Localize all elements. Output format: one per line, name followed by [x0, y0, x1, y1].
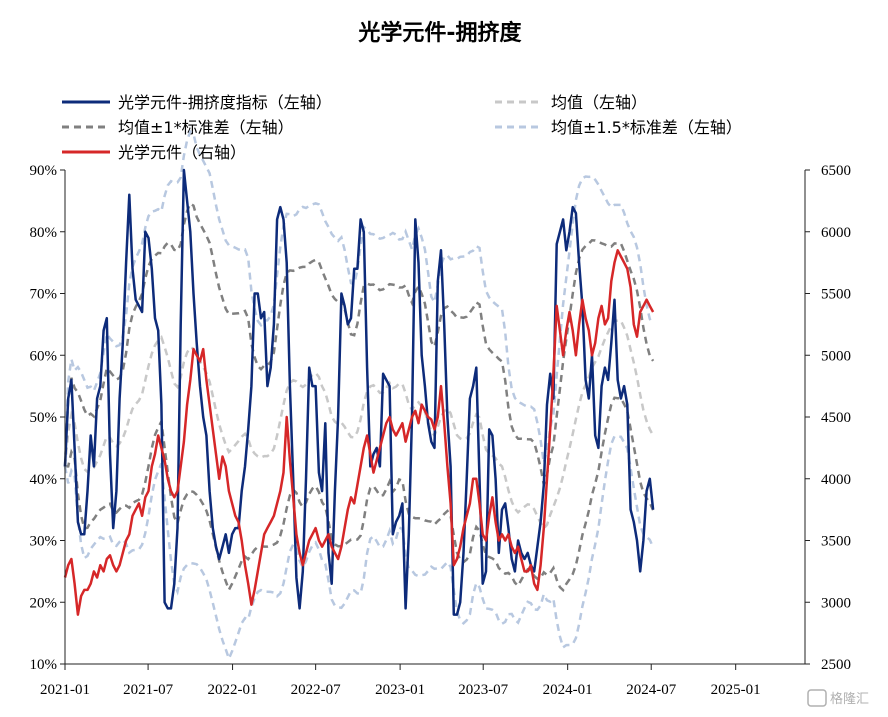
watermark-text: 格隆汇 — [830, 691, 869, 707]
y-right-tick-label: 4000 — [821, 472, 851, 488]
legend: 光学元件-拥挤度指标（左轴） 均值（左轴） 均值±1*标准差（左轴） 均值±1.5*标… — [62, 93, 742, 162]
y-right-tick-label: 4500 — [821, 410, 851, 426]
y-right-tick-label: 6000 — [821, 225, 851, 241]
chart-title: 光学元件-拥挤度 — [357, 20, 522, 46]
x-tick-label: 2024-01 — [543, 682, 593, 698]
legend-label: 均值±1.5*标准差（左轴） — [551, 118, 742, 137]
y-left-tick-label: 50% — [30, 410, 58, 426]
y-left-tick-label: 40% — [30, 472, 58, 488]
x-tick-label: 2025-01 — [711, 682, 761, 698]
y-left-tick-label: 90% — [30, 163, 58, 179]
watermark-icon — [807, 689, 827, 707]
legend-item: 均值±1.5*标准差（左轴） — [495, 118, 742, 137]
y-left-tick-label: 60% — [30, 348, 58, 364]
legend-item: 均值±1*标准差（左轴） — [62, 118, 294, 137]
legend-label: 光学元件（右轴） — [118, 143, 246, 162]
x-tick-label: 2021-07 — [123, 682, 173, 698]
legend-label: 均值±1*标准差（左轴） — [118, 118, 294, 137]
y-right-tick-label: 3500 — [821, 534, 851, 550]
axes: 10% 20% 30% 40% 50% 60% 70% 80% 90% 2500 3000 3500 4… — [30, 163, 852, 698]
x-tick-label: 2022-01 — [208, 682, 258, 698]
legend-item: 均值（左轴） — [495, 93, 647, 112]
band-1sd-lower — [65, 396, 655, 593]
y-right-tick-label: 6500 — [821, 163, 851, 179]
legend-item: 光学元件-拥挤度指标（左轴） — [62, 93, 332, 112]
y-left-tick-label: 20% — [30, 595, 58, 611]
x-tick-label: 2024-07 — [626, 682, 676, 698]
legend-item: 光学元件（右轴） — [62, 143, 246, 162]
y-right-tick-label: 2500 — [821, 657, 851, 673]
band-1sd-upper — [63, 201, 655, 485]
series-line-price — [63, 249, 655, 616]
y-left-tick-label: 30% — [30, 534, 58, 550]
y-left-tick-label: 10% — [30, 657, 58, 673]
y-left-tick-label: 70% — [30, 287, 58, 303]
y-left-tick-label: 80% — [30, 225, 58, 241]
y-right-tick-label: 3000 — [821, 595, 851, 611]
x-tick-label: 2023-01 — [375, 682, 425, 698]
legend-label: 均值（左轴） — [551, 93, 647, 112]
x-tick-label: 2023-07 — [458, 682, 508, 698]
x-tick-label: 2021-01 — [40, 682, 90, 698]
series-layer — [63, 168, 655, 616]
y-right-tick-label: 5500 — [821, 287, 851, 303]
series-line-crowding — [63, 168, 655, 616]
y-right-tick-label: 5000 — [821, 348, 851, 364]
band-1.5sd-upper — [63, 129, 655, 467]
mean-line — [63, 319, 655, 531]
reference-bands — [63, 129, 655, 663]
legend-label: 光学元件-拥挤度指标（左轴） — [118, 93, 332, 112]
watermark: 格隆汇 — [807, 689, 869, 707]
x-tick-label: 2022-07 — [291, 682, 341, 698]
